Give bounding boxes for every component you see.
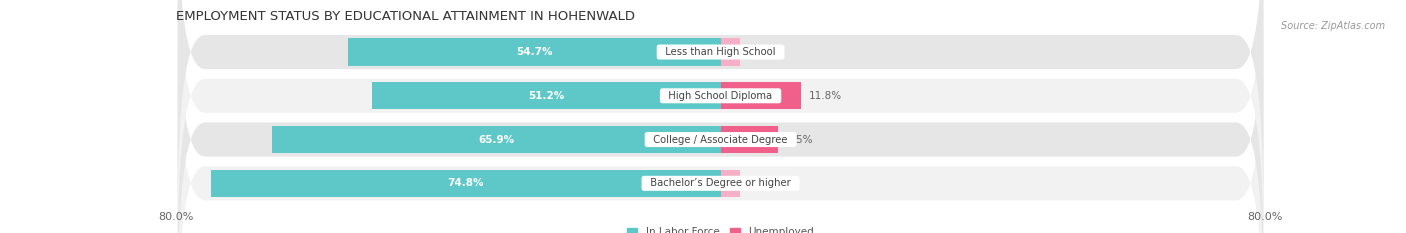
Text: 0.0%: 0.0% — [748, 47, 775, 57]
Text: 8.5%: 8.5% — [786, 134, 813, 144]
Text: 11.8%: 11.8% — [808, 91, 842, 101]
Text: 65.9%: 65.9% — [478, 134, 515, 144]
Text: 0.0%: 0.0% — [748, 178, 775, 188]
Text: Bachelor’s Degree or higher: Bachelor’s Degree or higher — [644, 178, 797, 188]
FancyBboxPatch shape — [177, 25, 1264, 233]
Bar — [271, 126, 721, 153]
Bar — [371, 82, 721, 109]
FancyBboxPatch shape — [177, 0, 1264, 233]
Text: 74.8%: 74.8% — [447, 178, 484, 188]
Bar — [721, 170, 740, 197]
Bar — [211, 170, 721, 197]
Text: EMPLOYMENT STATUS BY EDUCATIONAL ATTAINMENT IN HOHENWALD: EMPLOYMENT STATUS BY EDUCATIONAL ATTAINM… — [176, 10, 634, 23]
Bar — [349, 38, 721, 66]
Text: Source: ZipAtlas.com: Source: ZipAtlas.com — [1281, 21, 1385, 31]
FancyBboxPatch shape — [177, 0, 1264, 210]
Text: Less than High School: Less than High School — [659, 47, 782, 57]
FancyBboxPatch shape — [177, 0, 1264, 233]
Bar — [721, 126, 779, 153]
Text: College / Associate Degree: College / Associate Degree — [647, 134, 794, 144]
Text: 54.7%: 54.7% — [516, 47, 553, 57]
Bar — [721, 82, 801, 109]
Text: High School Diploma: High School Diploma — [662, 91, 779, 101]
Bar — [721, 38, 740, 66]
Text: 51.2%: 51.2% — [529, 91, 564, 101]
Legend: In Labor Force, Unemployed: In Labor Force, Unemployed — [623, 223, 818, 233]
